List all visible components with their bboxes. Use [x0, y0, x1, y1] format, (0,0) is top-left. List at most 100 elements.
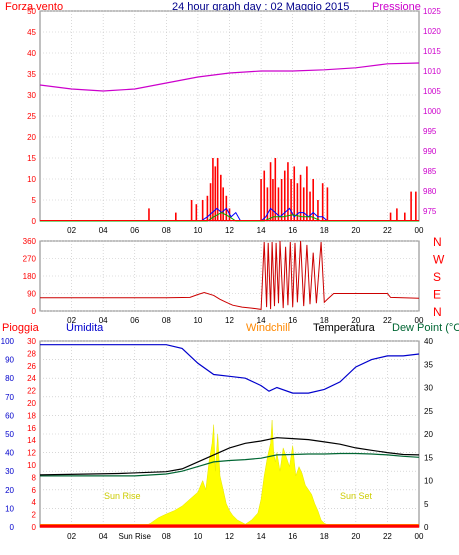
annotation-sun-set: Sun Set	[340, 491, 373, 501]
y-tick-label-wind: 45	[27, 28, 36, 37]
y-tick-label-humidity: 40	[5, 449, 14, 458]
y-tick-label-humidity: 90	[5, 356, 14, 365]
y-tick-label-temperature: 15	[424, 453, 433, 462]
y-tick-label-temperature: 5	[424, 500, 429, 509]
y-tick-label-pressure: 1025	[423, 7, 441, 16]
y-tick-label-wind: 20	[27, 133, 36, 142]
y-tick-label-wind: 40	[27, 49, 36, 58]
x-tick-label: 20	[351, 532, 360, 541]
legend-windchill: Windchill	[246, 322, 290, 334]
y-tick-label-humidity: 10	[5, 504, 14, 513]
pressure-line	[39, 62, 420, 92]
compass-label: N	[433, 305, 442, 319]
y-tick-label-rain: 30	[27, 337, 36, 346]
y-tick-label-temperature: 30	[424, 384, 433, 393]
x-tick-label: 22	[383, 532, 392, 541]
y-tick-label-temperature: 10	[424, 477, 433, 486]
y-tick-label-humidity: 100	[1, 337, 15, 346]
wind-axis-title: Forza vento	[5, 1, 63, 13]
y-tick-label-temperature: 0	[424, 523, 429, 532]
y-tick-label-pressure: 1010	[423, 67, 441, 76]
panel-humidity-temperature-series	[39, 344, 420, 528]
y-tick-label-humidity: 50	[5, 430, 14, 439]
y-tick-label-direction: 360	[23, 237, 37, 246]
pressure-axis-title: Pressione	[372, 1, 421, 13]
legend-umidita: Umidita	[66, 322, 104, 334]
y-tick-label-humidity: 60	[5, 411, 14, 420]
x-tick-label: 06	[130, 316, 139, 325]
temperature-line	[39, 437, 420, 476]
x-tick-label: 22	[383, 226, 392, 235]
y-tick-label-wind: 10	[27, 175, 36, 184]
y-tick-label-direction: 270	[23, 255, 37, 264]
x-tick-label: 02	[67, 532, 76, 541]
y-tick-label-wind: 15	[27, 154, 36, 163]
x-tick-label: 20	[351, 316, 360, 325]
x-tick-label: 10	[193, 316, 202, 325]
x-tick-label: 02	[67, 316, 76, 325]
x-tick-label: 00	[415, 532, 424, 541]
solar-area	[143, 420, 331, 528]
y-tick-label-rain: 24	[27, 374, 36, 383]
y-tick-label-pressure: 1015	[423, 47, 441, 56]
y-tick-label-temperature: 35	[424, 360, 433, 369]
x-tick-label: 04	[99, 532, 108, 541]
y-tick-label-pressure: 1005	[423, 87, 441, 96]
y-tick-label-wind: 25	[27, 112, 36, 121]
y-tick-label-rain: 8	[32, 473, 37, 482]
y-tick-label-direction: 90	[27, 290, 36, 299]
y-tick-label-pressure: 995	[423, 127, 437, 136]
x-tick-label: 08	[162, 226, 171, 235]
y-tick-label-rain: 22	[27, 387, 36, 396]
x-tick-label: 10	[193, 226, 202, 235]
y-tick-label-direction: 0	[32, 307, 37, 316]
y-tick-label-rain: 10	[27, 461, 36, 470]
x-tick-label: 06	[130, 226, 139, 235]
y-tick-label-wind: 50	[27, 7, 36, 16]
y-tick-label-rain: 20	[27, 399, 36, 408]
y-tick-label-rain: 28	[27, 349, 36, 358]
x-tick-label: 08	[162, 532, 171, 541]
legend-temperatura: Temperatura	[313, 322, 376, 334]
y-tick-label-wind: 5	[32, 196, 37, 205]
legend-pioggia: Pioggia	[2, 322, 40, 334]
x-tick-label: Sun Rise	[119, 532, 152, 541]
x-tick-label: 12	[225, 316, 234, 325]
compass-label: S	[433, 270, 441, 284]
chart-title: 24 hour graph day : 02 Maggio 2015	[172, 1, 349, 13]
x-tick-label: 02	[67, 226, 76, 235]
x-tick-label: 08	[162, 316, 171, 325]
y-tick-label-rain: 6	[32, 486, 37, 495]
y-tick-label-humidity: 70	[5, 393, 14, 402]
y-tick-label-rain: 14	[27, 436, 36, 445]
panel-humidity-temperature-grid	[40, 340, 419, 528]
y-tick-label-temperature: 25	[424, 407, 433, 416]
x-tick-label: 22	[383, 316, 392, 325]
x-tick-label: 20	[351, 226, 360, 235]
y-tick-label-rain: 12	[27, 449, 36, 458]
x-tick-label: 14	[257, 316, 266, 325]
y-tick-label-rain: 16	[27, 424, 36, 433]
y-tick-label-humidity: 20	[5, 486, 14, 495]
y-tick-label-pressure: 975	[423, 207, 437, 216]
y-tick-label-rain: 0	[32, 523, 37, 532]
x-tick-label: 04	[99, 226, 108, 235]
x-tick-label: 00	[415, 316, 424, 325]
y-tick-label-wind: 0	[32, 217, 37, 226]
y-tick-label-direction: 180	[23, 272, 37, 281]
x-tick-label: 14	[257, 532, 266, 541]
x-tick-label: 18	[320, 226, 329, 235]
compass-label: W	[433, 253, 445, 267]
legend-dew-point: Dew Point (°C	[392, 322, 459, 334]
x-tick-label: 12	[225, 532, 234, 541]
y-tick-label-rain: 4	[32, 498, 37, 507]
x-tick-label: 12	[225, 226, 234, 235]
y-tick-label-humidity: 80	[5, 374, 14, 383]
x-tick-label: 14	[257, 226, 266, 235]
x-tick-label: 16	[288, 226, 297, 235]
wind_avg-line	[40, 212, 419, 222]
x-tick-label: 10	[193, 532, 202, 541]
y-tick-label-humidity: 30	[5, 467, 14, 476]
x-tick-label: 18	[320, 316, 329, 325]
